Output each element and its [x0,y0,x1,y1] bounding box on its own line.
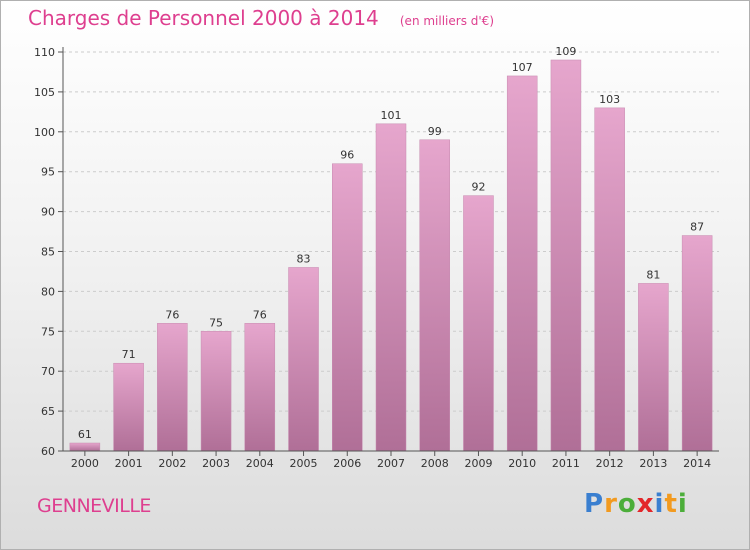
x-tick-label: 2011 [552,457,580,470]
data-label: 99 [428,125,442,138]
bar-2009 [463,195,494,452]
y-tick-label: 70 [41,365,55,378]
logo-letter: o [617,489,637,519]
x-tick-label: 2012 [596,457,624,470]
commune-name: GENNEVILLE [37,495,151,517]
bars: 61 71 76 75 76 83 96 101 99 92 107 109 103 81 87 [69,45,713,452]
y-tick-label: 95 [41,166,55,179]
data-label: 76 [165,308,179,321]
bar-2005 [288,267,319,452]
data-label: 71 [122,348,136,361]
x-tick-label: 2014 [683,457,711,470]
chart-title: Charges de Personnel 2000 à 2014 [28,6,379,30]
y-tick-label: 80 [41,285,55,298]
data-label: 83 [297,252,311,265]
logo-letter: P [584,489,605,519]
bar-2001 [113,362,144,452]
bar-2014 [681,235,713,452]
x-tick-label: 2007 [377,457,405,470]
data-label: 81 [646,268,660,281]
x-tick-label: 2013 [639,457,667,470]
y-tick-label: 100 [34,126,55,139]
x-tick-label: 2002 [158,457,186,470]
data-label: 76 [253,308,267,321]
data-label: 107 [512,61,533,74]
x-tick-label: 2000 [71,457,99,470]
data-label: 75 [209,316,223,329]
data-label: 92 [471,181,485,194]
bar-2008 [419,139,450,452]
bar-2012 [594,107,625,452]
data-label: 103 [599,93,620,106]
logo-letter: x [636,489,655,519]
x-tick-label: 2003 [202,457,230,470]
chart-subtitle: (en milliers d'€) [399,14,494,28]
logo-letter: i [654,489,665,519]
bar-2004 [244,323,276,452]
bar-2007 [375,123,407,452]
bar-2003 [200,331,232,452]
bar-2000 [69,442,101,452]
y-tick-label: 60 [41,445,55,458]
y-tick-label: 90 [41,206,55,219]
bar-2010 [506,75,538,452]
bar-2002 [157,323,188,452]
y-tick-label: 110 [34,46,55,59]
x-tick-label: 2010 [508,457,536,470]
x-tick-label: 2008 [421,457,449,470]
data-label: 61 [78,428,92,441]
y-tick-label: 65 [41,405,55,418]
x-tick-label: 2006 [333,457,361,470]
data-label: 96 [340,149,354,162]
logo-letter: t [664,489,678,519]
y-tick-label: 105 [34,86,55,99]
x-tick-label: 2005 [290,457,318,470]
logo-letter: r [604,489,618,519]
bar-2011 [550,59,582,452]
logo-letter: i [677,489,688,519]
title-row: Charges de Personnel 2000 à 2014 (en mil… [28,6,494,30]
y-tick-label: 75 [41,325,55,338]
y-tick-label: 85 [41,246,55,259]
data-label: 87 [690,221,704,234]
data-label: 109 [555,45,576,58]
x-tick-label: 2001 [115,457,143,470]
bar-2006 [332,163,363,452]
x-tick-label: 2004 [246,457,274,470]
proxiti-logo[interactable]: Proxiti [584,489,688,519]
data-label: 101 [381,109,402,122]
axes: 60 65 70 75 80 85 90 95 100 105 110 2000 2001 2002 200… [34,46,719,470]
x-tick-label: 2009 [464,457,492,470]
bar-2013 [638,283,669,452]
